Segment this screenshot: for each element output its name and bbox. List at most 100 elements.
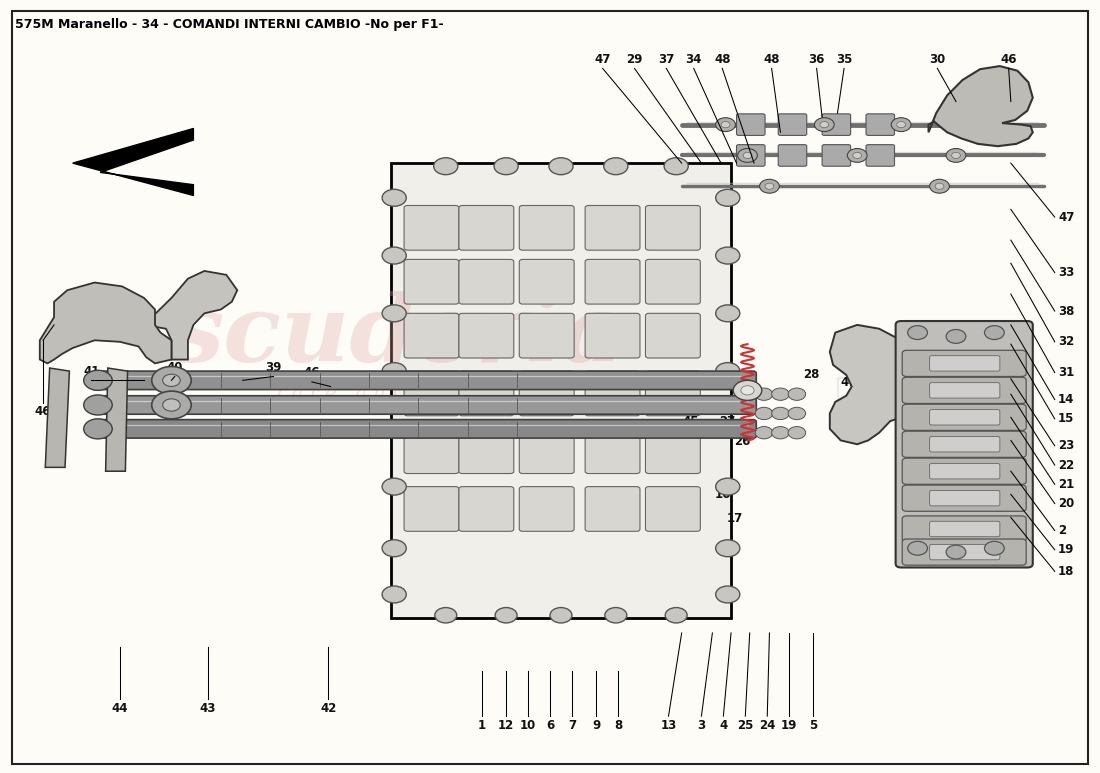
FancyBboxPatch shape	[91, 396, 757, 414]
Circle shape	[152, 366, 191, 394]
Text: 575M Maranello - 34 - COMANDI INTERNI CAMBIO -No per F1-: 575M Maranello - 34 - COMANDI INTERNI CA…	[14, 19, 443, 32]
Circle shape	[382, 478, 406, 495]
Polygon shape	[144, 271, 238, 359]
FancyBboxPatch shape	[519, 313, 574, 358]
Circle shape	[716, 363, 740, 380]
FancyBboxPatch shape	[646, 371, 701, 416]
FancyBboxPatch shape	[930, 544, 1000, 560]
FancyBboxPatch shape	[930, 356, 1000, 371]
FancyBboxPatch shape	[459, 260, 514, 304]
FancyBboxPatch shape	[822, 145, 850, 166]
FancyBboxPatch shape	[930, 410, 1000, 425]
Text: 29: 29	[626, 53, 642, 66]
Circle shape	[382, 189, 406, 206]
Text: 47: 47	[840, 376, 857, 389]
Text: 15: 15	[1058, 412, 1075, 425]
Circle shape	[163, 374, 180, 386]
Text: 14: 14	[1058, 393, 1075, 406]
Circle shape	[716, 189, 740, 206]
Text: 34: 34	[685, 53, 702, 66]
FancyBboxPatch shape	[459, 313, 514, 358]
FancyBboxPatch shape	[404, 206, 459, 250]
Text: 30: 30	[930, 53, 945, 66]
Text: r a r e   a u t o m o b i l i: r a r e a u t o m o b i l i	[276, 385, 517, 404]
Circle shape	[382, 363, 406, 380]
Text: 6: 6	[546, 719, 554, 732]
FancyBboxPatch shape	[778, 114, 806, 135]
Circle shape	[984, 541, 1004, 555]
Text: 22: 22	[1058, 458, 1075, 472]
FancyBboxPatch shape	[585, 313, 640, 358]
Text: 40: 40	[166, 361, 183, 373]
Text: 5: 5	[810, 719, 817, 732]
Circle shape	[716, 586, 740, 603]
FancyBboxPatch shape	[646, 260, 701, 304]
FancyBboxPatch shape	[404, 260, 459, 304]
Circle shape	[946, 545, 966, 559]
Circle shape	[788, 388, 805, 400]
Circle shape	[738, 148, 758, 162]
Text: 8: 8	[614, 719, 623, 732]
Text: 12: 12	[498, 719, 514, 732]
Circle shape	[847, 148, 867, 162]
FancyBboxPatch shape	[930, 491, 1000, 506]
Circle shape	[946, 329, 966, 343]
Circle shape	[716, 247, 740, 264]
Circle shape	[549, 158, 573, 175]
Circle shape	[896, 121, 905, 128]
FancyBboxPatch shape	[404, 313, 459, 358]
FancyBboxPatch shape	[866, 114, 894, 135]
Circle shape	[741, 386, 755, 395]
FancyBboxPatch shape	[930, 521, 1000, 536]
Circle shape	[760, 179, 779, 193]
Text: 36: 36	[674, 394, 691, 407]
Circle shape	[382, 421, 406, 438]
FancyBboxPatch shape	[646, 487, 701, 531]
Text: 38: 38	[1058, 305, 1075, 318]
FancyBboxPatch shape	[778, 145, 806, 166]
Circle shape	[756, 427, 772, 439]
Circle shape	[382, 247, 406, 264]
Text: 2: 2	[1058, 524, 1066, 537]
FancyBboxPatch shape	[519, 371, 574, 416]
Text: 47: 47	[1058, 210, 1075, 223]
FancyBboxPatch shape	[930, 464, 1000, 479]
Circle shape	[550, 608, 572, 623]
Circle shape	[930, 179, 949, 193]
Circle shape	[495, 608, 517, 623]
Circle shape	[433, 158, 458, 175]
Text: 7: 7	[568, 719, 576, 732]
Text: 44: 44	[111, 702, 128, 715]
Circle shape	[664, 158, 689, 175]
FancyBboxPatch shape	[866, 145, 894, 166]
Circle shape	[604, 158, 628, 175]
Circle shape	[852, 152, 861, 158]
Text: 48: 48	[714, 53, 730, 66]
Text: 47: 47	[594, 53, 610, 66]
Circle shape	[382, 305, 406, 322]
Circle shape	[984, 325, 1004, 339]
FancyBboxPatch shape	[519, 260, 574, 304]
FancyBboxPatch shape	[91, 371, 757, 390]
Circle shape	[766, 183, 773, 189]
FancyBboxPatch shape	[902, 404, 1026, 431]
Text: 35: 35	[660, 374, 676, 386]
Polygon shape	[40, 282, 172, 363]
Text: 33: 33	[1058, 266, 1075, 279]
Text: 3: 3	[697, 719, 705, 732]
Circle shape	[716, 117, 736, 131]
Text: 42: 42	[320, 702, 337, 715]
Text: 25: 25	[737, 719, 754, 732]
Text: 46: 46	[304, 366, 320, 379]
FancyBboxPatch shape	[585, 429, 640, 474]
Text: 39: 39	[265, 361, 282, 373]
Circle shape	[382, 540, 406, 557]
Text: 20: 20	[1058, 497, 1075, 510]
Circle shape	[382, 586, 406, 603]
Text: 48: 48	[763, 53, 780, 66]
Circle shape	[716, 540, 740, 557]
Text: 4: 4	[719, 719, 727, 732]
FancyBboxPatch shape	[585, 260, 640, 304]
Text: 26: 26	[734, 435, 750, 448]
FancyBboxPatch shape	[902, 350, 1026, 376]
